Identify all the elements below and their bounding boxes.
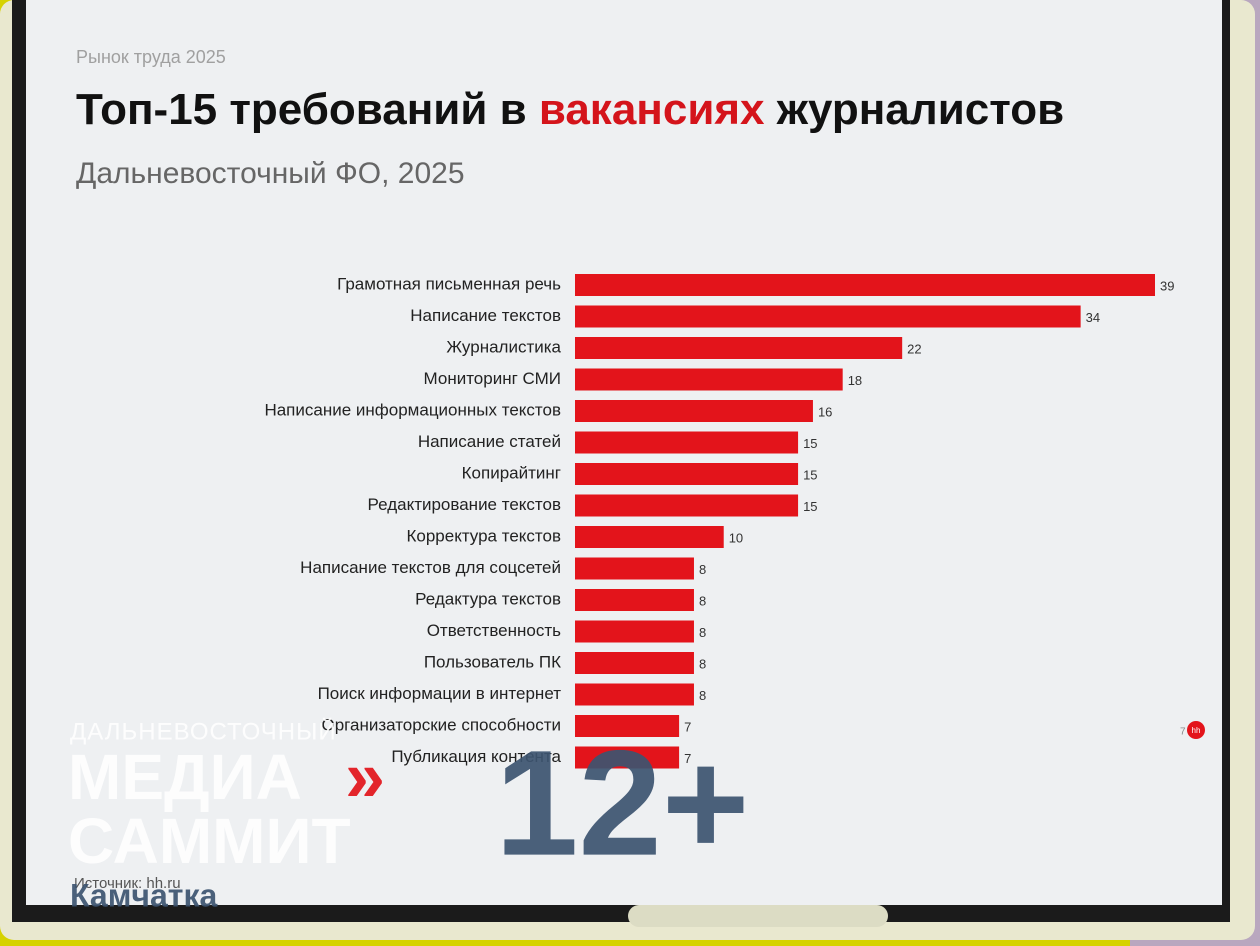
- bar: [575, 746, 680, 769]
- page-number: 7: [1180, 727, 1186, 738]
- value-label: 39: [1160, 278, 1174, 293]
- title-part: журналистов: [765, 85, 1065, 134]
- category-label: Публикация контента: [391, 747, 561, 766]
- value-label: 16: [818, 404, 832, 419]
- value-label: 8: [699, 625, 706, 640]
- bar: [575, 683, 694, 706]
- value-label: 15: [803, 467, 817, 482]
- bar-chart: Грамотная письменная речь 39 Написание тек…: [264, 274, 1174, 769]
- watermark: ДАЛЬНЕВОСТОЧНЫЙ МЕДИА » САММИТ Камчатка …: [68, 717, 749, 913]
- category-label: Журналистика: [446, 337, 561, 356]
- category-label: Мониторинг СМИ: [424, 369, 561, 388]
- category-label: Редактирование текстов: [368, 495, 561, 514]
- title-highlight: вакансиях: [539, 85, 765, 134]
- value-label: 7: [684, 719, 691, 734]
- bar: [575, 400, 813, 422]
- bar: [575, 368, 843, 391]
- value-label: 15: [803, 436, 817, 451]
- bar: [575, 589, 694, 611]
- bar: [575, 337, 903, 359]
- value-label: 8: [699, 656, 706, 671]
- watermark-line: ДАЛЬНЕВОСТОЧНЫЙ: [70, 717, 337, 745]
- category-label: Грамотная письменная речь: [337, 274, 561, 293]
- value-label: 18: [848, 373, 862, 388]
- value-label: 34: [1086, 310, 1100, 325]
- source: Источник: hh.ru: [74, 875, 181, 892]
- bar: [575, 557, 694, 580]
- logo: hh: [1192, 726, 1201, 735]
- category-label: Организаторские способности: [321, 715, 561, 734]
- value-label: 8: [699, 688, 706, 703]
- category-label: Написание текстов для соцсетей: [300, 558, 561, 577]
- bar: [575, 526, 724, 548]
- value-label: 8: [699, 562, 706, 577]
- bar: [575, 463, 799, 485]
- category-label: Написание информационных текстов: [264, 400, 561, 419]
- logo-badge: [1187, 721, 1205, 739]
- subtitle: Дальневосточный ФО, 2025: [76, 157, 465, 190]
- category-label: Пользователь ПК: [424, 652, 561, 671]
- age-rating: 12+: [495, 719, 749, 887]
- bar: [575, 620, 694, 643]
- value-label: 8: [699, 593, 706, 608]
- watermark-line: Камчатка: [70, 877, 217, 913]
- value-label: 7: [684, 751, 691, 766]
- monitor-handle: [628, 905, 888, 927]
- category-label: Поиск информации в интернет: [318, 684, 562, 703]
- category-label: Корректура текстов: [406, 526, 561, 545]
- bar: [575, 431, 799, 454]
- category-label: Написание статей: [418, 432, 561, 451]
- value-label: 15: [803, 499, 817, 514]
- bar: [575, 715, 680, 737]
- bar: [575, 652, 694, 674]
- category-label: Копирайтинг: [462, 463, 561, 482]
- bar: [575, 274, 1155, 296]
- bar: [575, 305, 1081, 328]
- kicker: Рынок труда 2025: [76, 47, 226, 67]
- category-label: Редактура текстов: [415, 589, 561, 608]
- category-label: Ответственность: [427, 621, 561, 640]
- title-part: Топ-15 требований в: [76, 85, 539, 134]
- category-label: Написание текстов: [410, 306, 561, 325]
- chart-title: Топ-15 требований в вакансиях журналисто…: [76, 85, 1064, 134]
- watermark-arrow: »: [345, 737, 385, 817]
- value-label: 22: [907, 341, 921, 356]
- bar: [575, 494, 799, 517]
- watermark-line: САММИТ: [68, 805, 351, 877]
- value-label: 10: [729, 530, 743, 545]
- watermark-line: МЕДИА: [68, 741, 302, 813]
